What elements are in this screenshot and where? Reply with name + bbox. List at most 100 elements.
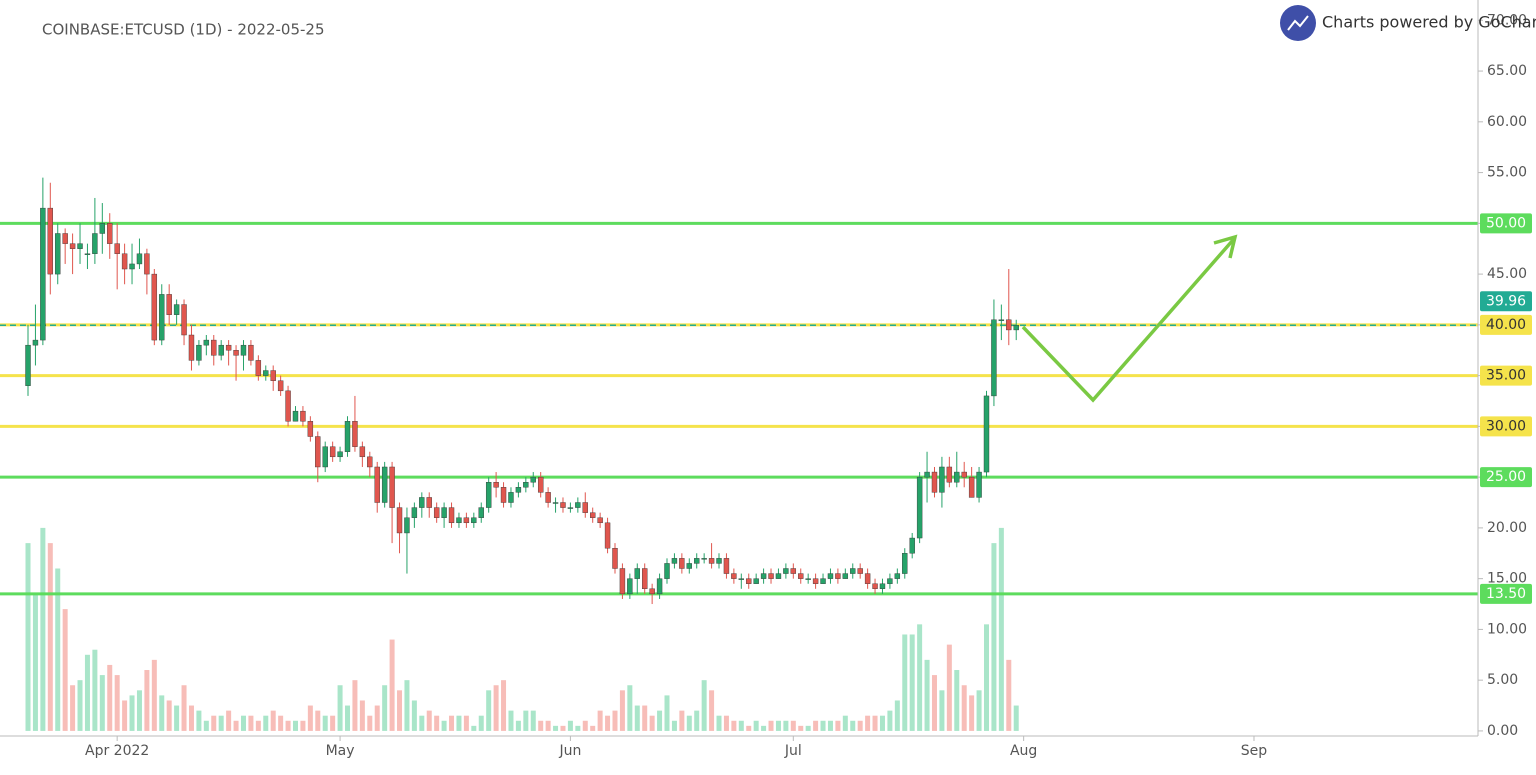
candle-body bbox=[686, 563, 692, 569]
candle-body bbox=[619, 568, 626, 595]
candle-body bbox=[107, 223, 113, 244]
volume-bar bbox=[203, 720, 209, 731]
volume-bar bbox=[218, 715, 224, 731]
candle-body bbox=[552, 502, 559, 504]
volume-bar bbox=[657, 710, 663, 731]
candle-body bbox=[968, 476, 975, 498]
candle-body bbox=[627, 578, 633, 595]
candle-body bbox=[500, 487, 507, 503]
candle-body bbox=[1006, 319, 1012, 331]
candle-body bbox=[879, 583, 886, 589]
candles-layer bbox=[25, 177, 1019, 605]
candle-body bbox=[515, 487, 522, 493]
candle-body bbox=[850, 568, 856, 574]
volume-bar bbox=[619, 690, 625, 731]
volume-bar bbox=[567, 720, 573, 731]
volume-bar bbox=[649, 715, 655, 731]
candle-body bbox=[211, 339, 217, 356]
candle-body bbox=[62, 233, 68, 244]
y-tick-label: 55.00 bbox=[1487, 165, 1527, 181]
volume-bar bbox=[887, 710, 893, 731]
candle-body bbox=[1013, 325, 1019, 331]
candle-body bbox=[775, 573, 782, 579]
candle-body bbox=[753, 578, 759, 584]
volume-bar bbox=[300, 720, 306, 731]
candle-body bbox=[99, 223, 106, 234]
candle-body bbox=[188, 334, 195, 361]
volume-bar bbox=[62, 609, 68, 731]
y-tick-label: 5.00 bbox=[1487, 672, 1518, 688]
candle-body bbox=[857, 568, 863, 574]
x-tick-label: May bbox=[326, 743, 355, 759]
volume-bar bbox=[775, 720, 781, 731]
volume-bar bbox=[842, 715, 848, 731]
candle-body bbox=[916, 476, 923, 539]
volume-bar bbox=[545, 720, 551, 731]
candle-body bbox=[374, 466, 380, 503]
candle-body bbox=[233, 350, 239, 356]
candle-body bbox=[144, 253, 150, 275]
candle-body bbox=[998, 319, 1005, 321]
candle-body bbox=[337, 451, 343, 458]
volume-bar bbox=[924, 659, 930, 731]
volume-bar bbox=[865, 715, 871, 731]
candle-body bbox=[590, 512, 596, 518]
candle-body bbox=[768, 573, 774, 579]
volume-layer bbox=[25, 527, 1019, 731]
volume-bar bbox=[226, 710, 232, 731]
logo-mark bbox=[1287, 15, 1309, 31]
candle-body bbox=[708, 558, 715, 564]
volume-bar bbox=[136, 690, 142, 731]
watermark: Charts powered by GoCharting bbox=[1322, 13, 1536, 32]
candle-body bbox=[604, 522, 611, 549]
candle-body bbox=[649, 588, 655, 595]
candle-body bbox=[983, 395, 990, 473]
candle-body bbox=[560, 502, 566, 508]
candle-body bbox=[537, 476, 544, 493]
candle-body bbox=[263, 370, 269, 376]
candle-body bbox=[530, 476, 536, 483]
candle-body bbox=[679, 558, 685, 569]
volume-bar bbox=[612, 710, 618, 731]
volume-bar bbox=[166, 700, 172, 731]
candle-body bbox=[835, 573, 841, 579]
volume-bar bbox=[597, 710, 603, 731]
level-label: 30.00 bbox=[1486, 418, 1526, 434]
chart-title: COINBASE:ETCUSD (1D) - 2022-05-25 bbox=[42, 21, 325, 39]
candle-body bbox=[381, 466, 388, 503]
level-label-box bbox=[1480, 365, 1532, 386]
volume-bar bbox=[894, 700, 900, 731]
volume-bar bbox=[40, 527, 46, 731]
candle-body bbox=[270, 370, 276, 381]
volume-bar bbox=[835, 720, 841, 731]
candle-body bbox=[991, 319, 997, 397]
volume-bar bbox=[827, 720, 833, 731]
volume-bar bbox=[92, 649, 98, 731]
candle-body bbox=[367, 456, 373, 468]
volume-bar bbox=[805, 725, 811, 731]
volume-bar bbox=[1006, 659, 1012, 731]
candle-body bbox=[671, 558, 678, 564]
candle-body bbox=[84, 253, 91, 255]
volume-bar bbox=[315, 710, 321, 731]
volume-bar bbox=[931, 675, 937, 731]
volume-bar bbox=[174, 705, 180, 731]
volume-bar bbox=[820, 720, 826, 731]
volume-bar bbox=[798, 725, 804, 731]
volume-bar bbox=[991, 543, 997, 731]
volume-bar bbox=[107, 664, 113, 731]
candle-body bbox=[77, 243, 83, 249]
volume-bar bbox=[188, 705, 194, 731]
volume-bar bbox=[345, 705, 351, 731]
volume-bar bbox=[709, 690, 715, 731]
volume-bar bbox=[813, 720, 819, 731]
candle-body bbox=[961, 471, 967, 478]
volume-bar bbox=[441, 720, 447, 731]
volume-bar bbox=[1013, 705, 1019, 731]
volume-bar bbox=[768, 720, 774, 731]
volume-bar bbox=[367, 715, 373, 731]
candle-body bbox=[419, 497, 425, 508]
volume-bar bbox=[47, 543, 53, 731]
candle-body bbox=[285, 390, 291, 422]
